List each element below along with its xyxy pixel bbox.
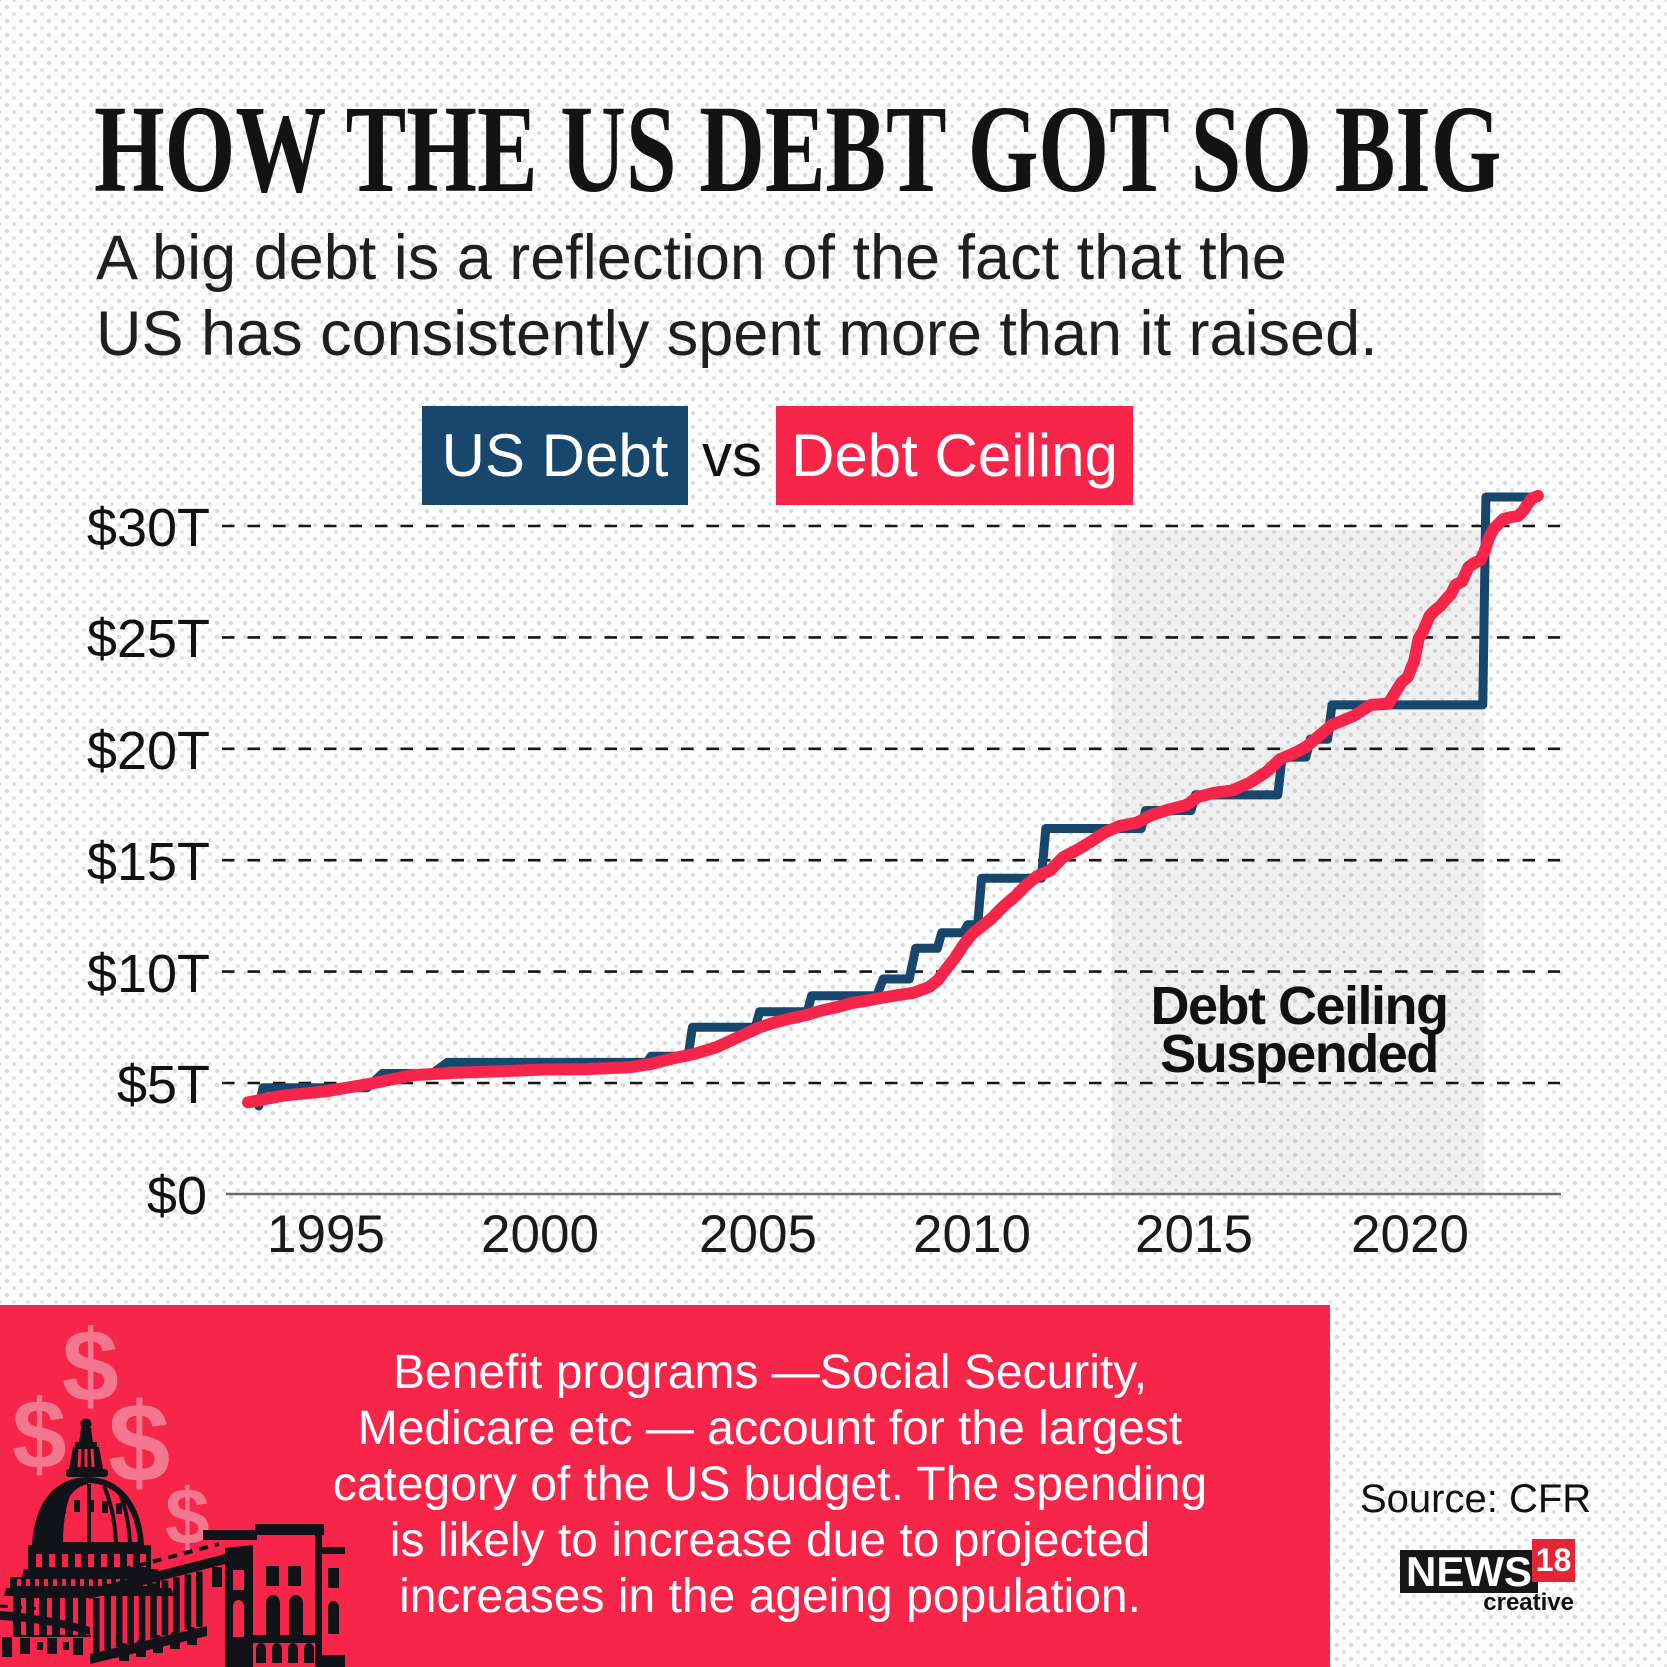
svg-text:$0: $0	[147, 1166, 207, 1226]
svg-text:Suspended: Suspended	[1160, 1024, 1438, 1084]
svg-text:Debt Ceiling: Debt Ceiling	[1150, 976, 1447, 1036]
svg-text:1995: 1995	[267, 1205, 385, 1264]
svg-text:$10T: $10T	[87, 944, 210, 1004]
svg-text:2010: 2010	[913, 1205, 1031, 1264]
svg-text:$25T: $25T	[87, 609, 210, 669]
svg-text:$30T: $30T	[87, 498, 210, 558]
svg-text:$5T: $5T	[117, 1055, 210, 1115]
svg-text:2015: 2015	[1135, 1205, 1253, 1264]
svg-text:2005: 2005	[699, 1205, 817, 1264]
svg-text:$15T: $15T	[87, 832, 210, 892]
svg-text:$20T: $20T	[87, 721, 210, 781]
svg-text:2020: 2020	[1351, 1205, 1469, 1264]
svg-text:2000: 2000	[481, 1205, 599, 1264]
